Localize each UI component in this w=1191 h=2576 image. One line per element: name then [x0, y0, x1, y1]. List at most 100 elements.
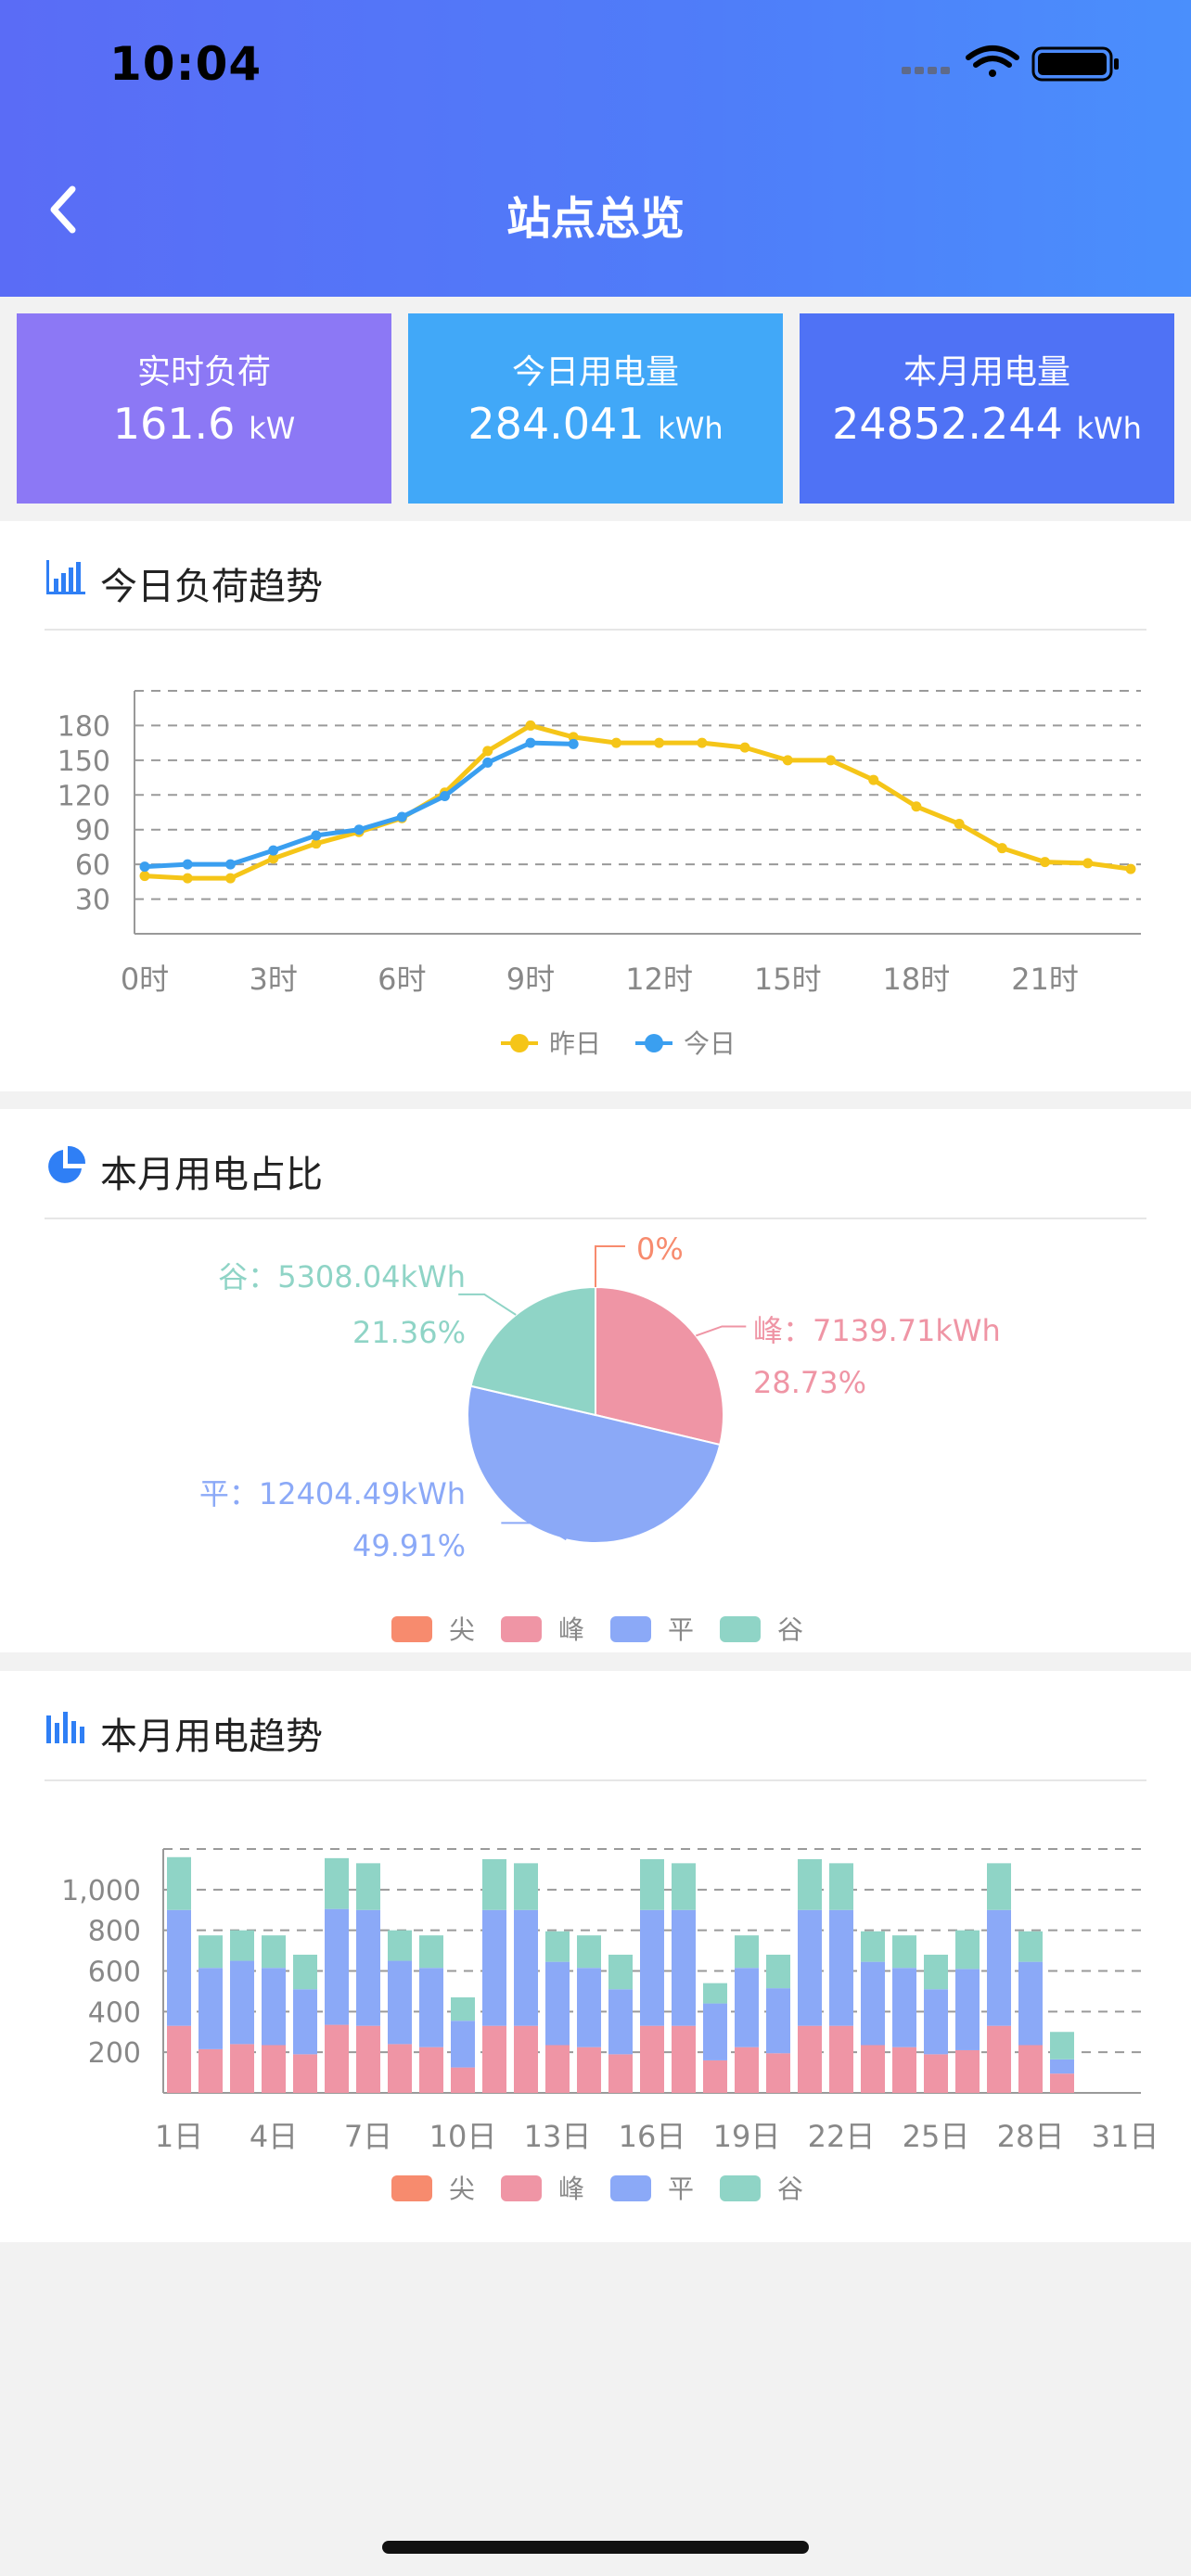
page-title: 站点总览: [506, 193, 685, 245]
data-point: [568, 738, 579, 749]
slice-percent: 49.91%: [352, 1528, 466, 1563]
legend-marker: [501, 2175, 542, 2201]
x-tick-label: 1日: [155, 2119, 203, 2154]
x-tick-label: 6时: [378, 962, 426, 997]
bar-segment: [262, 1968, 286, 2046]
bar-segment: [608, 1989, 633, 2055]
back-button[interactable]: [28, 167, 102, 250]
bar-segment: [545, 2045, 570, 2093]
x-tick-label: 22日: [808, 2119, 876, 2154]
data-point: [782, 755, 793, 766]
bar-segment: [482, 2025, 506, 2093]
y-tick-label: 800: [88, 1916, 141, 1948]
bar-segment: [798, 2025, 822, 2093]
bar-segment: [735, 2047, 759, 2093]
data-point: [311, 830, 322, 841]
bar-segment: [829, 1909, 853, 2026]
bar-segment: [861, 1931, 885, 1962]
bar-segment: [829, 1863, 853, 1910]
bar-segment: [672, 2025, 696, 2093]
signal-icon: [902, 67, 950, 74]
card-realtime-load[interactable]: 实时负荷 161.6 kW: [17, 313, 391, 504]
bar-segment: [577, 1968, 601, 2047]
bar-segment: [419, 1968, 443, 2047]
bar-segment: [987, 1909, 1011, 2026]
bar-segment: [451, 2067, 475, 2093]
bar-segment: [577, 2047, 601, 2093]
legend-label: 谷: [777, 1614, 803, 1645]
bar-segment: [230, 2044, 254, 2093]
card-month-energy[interactable]: 本月用电量 24852.244 kWh: [800, 313, 1174, 504]
legend-label: 峰: [558, 2174, 584, 2204]
bar-segment: [955, 1930, 980, 1970]
bar-segment: [230, 1930, 254, 1961]
series-line: [144, 722, 1132, 881]
bar-chart-icon: [46, 560, 85, 594]
bar-segment: [293, 1989, 317, 2055]
bar-segment: [924, 2054, 948, 2093]
data-point: [482, 746, 493, 757]
data-point: [139, 861, 150, 873]
bar-segment: [798, 1909, 822, 2026]
bar-segment: [419, 2047, 443, 2093]
bar-segment: [672, 1909, 696, 2026]
bar-segment: [356, 1863, 380, 1910]
x-tick-label: 21时: [1011, 962, 1079, 997]
data-point: [954, 818, 965, 829]
bar-segment: [955, 2049, 980, 2093]
data-point: [353, 824, 365, 835]
bar-segment: [640, 2025, 664, 2093]
bar-segment: [167, 1909, 191, 2026]
data-point: [739, 742, 750, 753]
data-point: [525, 720, 536, 731]
card-label: 实时负荷: [136, 353, 271, 391]
bar-segment: [451, 2021, 475, 2068]
data-point: [396, 811, 407, 823]
bar-segment: [924, 1989, 948, 2055]
y-tick-label: 400: [88, 1996, 141, 2029]
data-point: [610, 737, 621, 748]
leader-line: [595, 1245, 625, 1287]
bar-segment: [167, 2025, 191, 2093]
card-label: 本月用电量: [903, 353, 1070, 391]
data-point: [868, 774, 879, 785]
x-tick-label: 31日: [1092, 2119, 1159, 2154]
x-tick-label: 15时: [754, 962, 822, 997]
legend-label: 平: [668, 1614, 694, 1645]
y-tick-label: 120: [58, 780, 110, 812]
bar-segment: [892, 1968, 916, 2047]
bar-segment: [1018, 2045, 1043, 2093]
x-tick-label: 16日: [619, 2119, 686, 2154]
series-line: [144, 740, 574, 870]
pie-chart-icon: [48, 1145, 86, 1183]
bar-segment: [987, 2025, 1011, 2093]
x-tick-label: 0时: [121, 962, 169, 997]
legend-marker: [501, 1616, 542, 1642]
legend-label: 尖: [449, 1614, 475, 1645]
legend-label: 平: [668, 2174, 694, 2204]
bar-segment: [640, 1858, 664, 1910]
legend-label: 昨日: [549, 1028, 601, 1059]
bar-segment: [514, 2025, 538, 2093]
bar-segment: [608, 1954, 633, 1990]
bar-segment: [388, 1960, 412, 2045]
data-point: [525, 737, 536, 748]
bar-segment: [861, 1961, 885, 2046]
x-tick-label: 3时: [249, 962, 297, 997]
y-tick-label: 150: [58, 746, 110, 778]
bar-segment: [388, 2044, 412, 2093]
bar-segment: [672, 1863, 696, 1910]
bar-segment: [514, 1909, 538, 2026]
bar-segment: [608, 2054, 633, 2093]
legend-label: 谷: [777, 2174, 803, 2204]
bar-segment: [325, 1908, 349, 2025]
legend-marker: [391, 2175, 432, 2201]
y-tick-label: 180: [58, 710, 110, 743]
bar-segment: [451, 1996, 475, 2021]
leader-line: [458, 1293, 517, 1316]
card-value: 24852.244 kWh: [832, 399, 1142, 449]
data-point: [911, 801, 922, 812]
card-today-energy[interactable]: 今日用电量 284.041 kWh: [408, 313, 783, 504]
x-tick-label: 25日: [903, 2119, 970, 2154]
